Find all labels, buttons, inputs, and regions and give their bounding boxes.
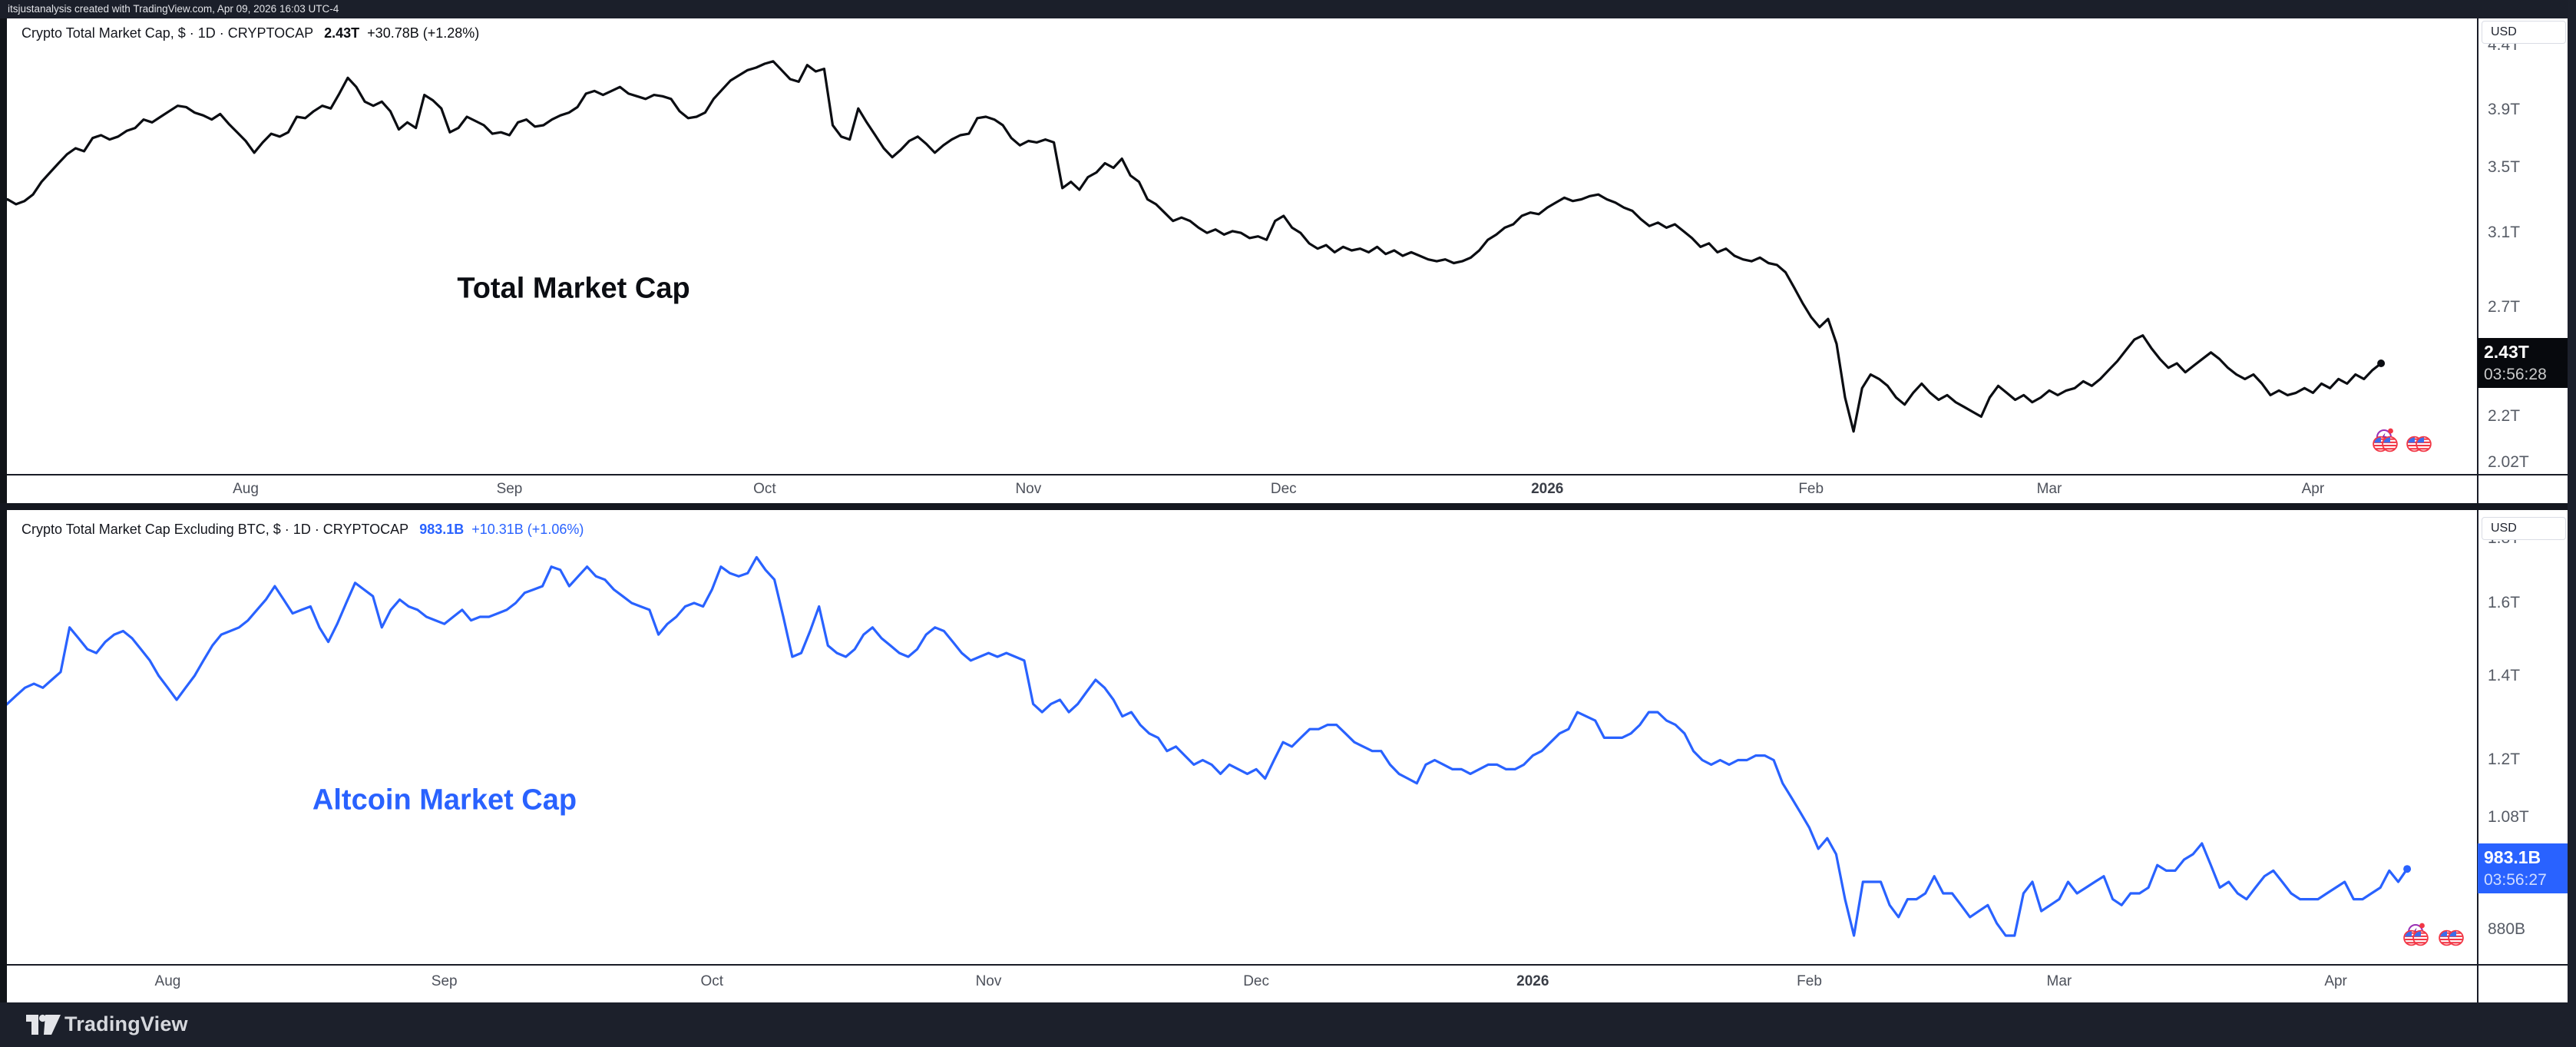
red-notification-dot — [2419, 923, 2425, 929]
price-tick-label: 1.08T — [2488, 808, 2529, 827]
month-label-dec: Dec — [1270, 481, 1297, 497]
month-label-oct: Oct — [753, 481, 776, 497]
month-label-apr: Apr — [2301, 481, 2325, 497]
month-label-sep: Sep — [431, 973, 458, 989]
bar-countdown: 03:56:27 — [2484, 871, 2547, 890]
month-label-aug: Aug — [233, 481, 259, 497]
month-label-2026: 2026 — [1531, 481, 1564, 497]
price-tick-label: 3.9T — [2488, 101, 2521, 118]
legend-symbol: Crypto Total Market Cap, $ · 1D · CRYPTO… — [21, 25, 314, 41]
price-tick-label: 3.5T — [2488, 158, 2521, 177]
legend-change: +30.78B (+1.28%) — [367, 25, 480, 41]
time-axis-line-bottom — [7, 964, 2568, 966]
price-tick-label: 880B — [2488, 919, 2526, 938]
month-label-nov: Nov — [1015, 481, 1042, 497]
window-right-edge — [2568, 0, 2576, 1047]
month-label-dec: Dec — [1243, 973, 1269, 989]
month-label-2026: 2026 — [1516, 973, 1549, 989]
price-axis-line-top — [2477, 18, 2478, 504]
attribution-bar: itsjustanalysis created with TradingView… — [0, 0, 2576, 18]
attribution-text: itsjustanalysis created with TradingView… — [8, 3, 339, 15]
price-tick-label: 2.7T — [2488, 297, 2521, 316]
annotation-total-market-cap: Total Market Cap — [457, 272, 690, 305]
last-price-dot — [2377, 359, 2386, 367]
us-flags-icon[interactable] — [2403, 929, 2429, 946]
month-label-mar: Mar — [2036, 481, 2062, 497]
us-flags-icon[interactable] — [2406, 436, 2432, 452]
last-price-value: 983.1B — [2484, 847, 2541, 868]
price-axis-top[interactable]: 4.4T 3.9T 3.5T 3.1T 2.7T 2.2T 2.02T — [2478, 11, 2568, 503]
time-axis-line-top — [7, 474, 2568, 475]
price-tick-label: 3.1T — [2488, 224, 2521, 242]
footer-bar: TradingView — [0, 1002, 2576, 1047]
chart-left-border — [0, 18, 7, 1002]
legend-altcoin-market-cap: Crypto Total Market Cap Excluding BTC, $… — [21, 522, 584, 538]
us-flags-icon[interactable] — [2373, 436, 2399, 452]
price-tick-label: 2.02T — [2488, 452, 2529, 471]
us-flags-icon[interactable] — [2439, 929, 2465, 946]
last-price-value: 2.43T — [2484, 342, 2529, 363]
month-label-mar: Mar — [2046, 973, 2072, 989]
last-price-label-top: 2.43T 03:56:28 — [2478, 338, 2568, 389]
price-tick-label: 1.6T — [2488, 594, 2521, 611]
time-axis-bottom[interactable]: Aug Sep Oct Nov Dec 2026 Feb Mar Apr — [0, 966, 2477, 1002]
annotation-altcoin-market-cap: Altcoin Market Cap — [312, 784, 577, 817]
month-label-sep: Sep — [496, 481, 523, 497]
price-tick-label: 2.2T — [2488, 407, 2521, 426]
price-line-total — [7, 60, 2383, 433]
month-label-feb: Feb — [1798, 481, 1824, 497]
last-price-label-bottom: 983.1B 03:56:27 — [2478, 843, 2568, 894]
month-label-nov: Nov — [975, 973, 1002, 989]
currency-button-bottom[interactable]: USD — [2482, 517, 2566, 540]
month-label-oct: Oct — [700, 973, 724, 989]
legend-total-market-cap: Crypto Total Market Cap, $ · 1D · CRYPTO… — [21, 25, 479, 41]
legend-last-value: 2.43T — [324, 25, 360, 41]
price-axis-line-bottom — [2477, 510, 2478, 1002]
red-notification-dot — [2388, 428, 2393, 434]
tradingview-logo-icon[interactable] — [26, 1014, 61, 1035]
legend-last-value: 983.1B — [419, 522, 465, 537]
bar-countdown: 03:56:28 — [2484, 366, 2547, 384]
price-tick-label: 1.4T — [2488, 666, 2521, 684]
pane-divider[interactable] — [0, 503, 2576, 510]
price-line-altcoin — [7, 555, 2409, 937]
tradingview-brand[interactable]: TradingView — [64, 1012, 188, 1035]
last-price-dot — [2403, 865, 2412, 873]
price-tick-label: 1.2T — [2488, 750, 2521, 769]
month-label-aug: Aug — [154, 973, 181, 989]
legend-change: +10.31B (+1.06%) — [471, 522, 584, 537]
time-axis-top[interactable]: Aug Sep Oct Nov Dec 2026 Feb Mar Apr — [0, 475, 2477, 503]
month-label-apr: Apr — [2324, 973, 2347, 989]
month-label-feb: Feb — [1797, 973, 1822, 989]
currency-button-top[interactable]: USD — [2482, 21, 2566, 44]
legend-symbol: Crypto Total Market Cap Excluding BTC, $… — [21, 522, 409, 537]
